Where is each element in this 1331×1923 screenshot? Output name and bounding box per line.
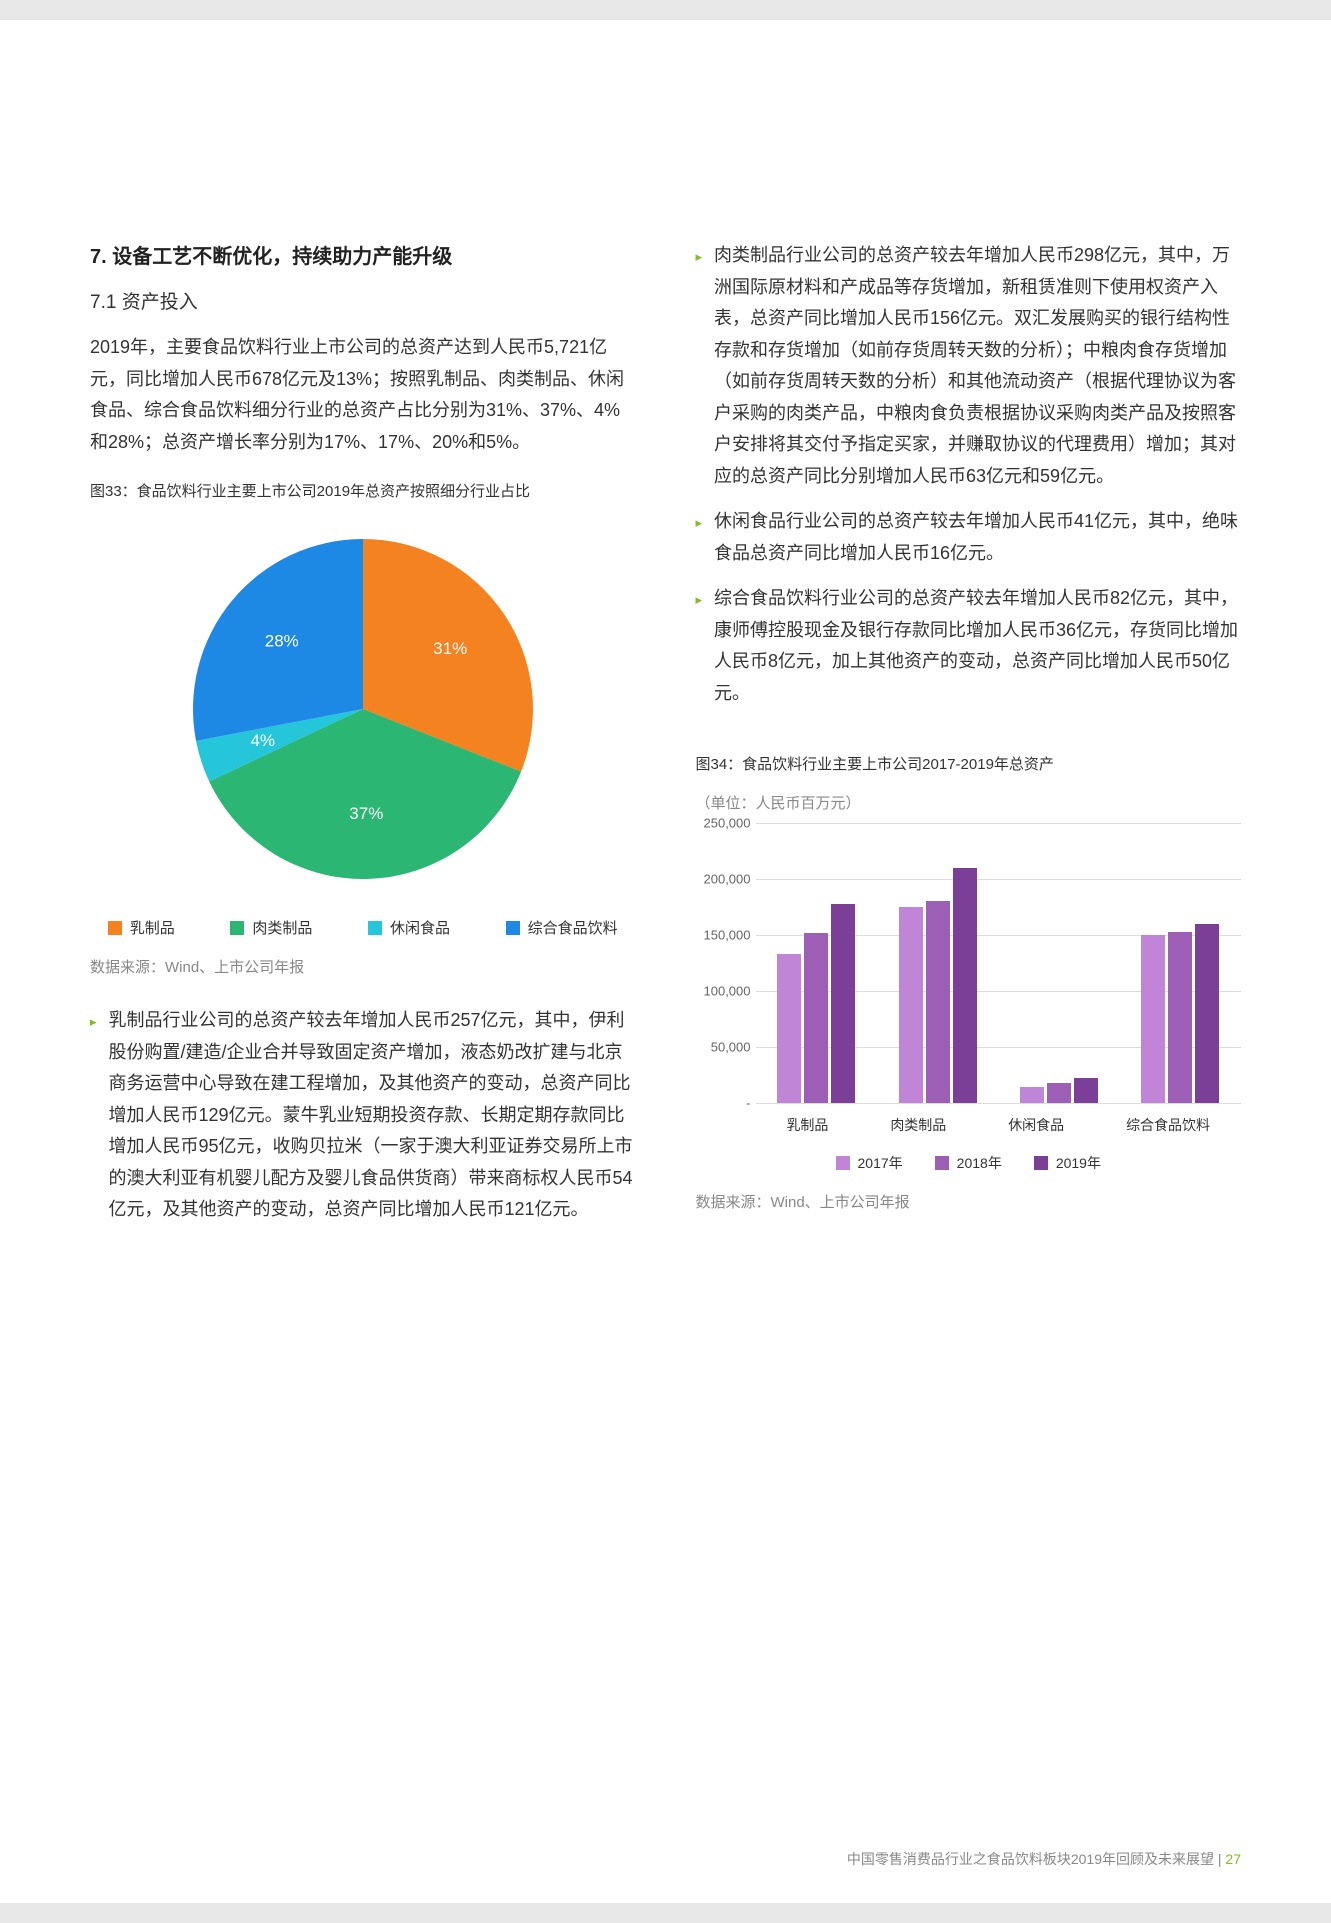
bar: [1168, 932, 1192, 1103]
bar: [899, 907, 923, 1103]
bullet-icon: ▸: [90, 1005, 97, 1226]
bullet-icon: ▸: [696, 240, 703, 492]
footer-sep: |: [1214, 1851, 1225, 1867]
bar: [1195, 924, 1219, 1103]
left-bullet-list: ▸ 乳制品行业公司的总资产较去年增加人民币257亿元，其中，伊利股份购置/建造/…: [90, 1005, 636, 1226]
legend-swatch: [368, 921, 382, 935]
legend-label: 2019年: [1056, 1153, 1101, 1173]
bar: [1047, 1083, 1071, 1103]
y-axis-label: 150,000: [696, 928, 751, 943]
bar: [831, 904, 855, 1103]
y-axis-label: -: [696, 1096, 751, 1111]
bar: [953, 868, 977, 1103]
fig34-source: 数据来源：Wind、上市公司年报: [696, 1191, 1242, 1212]
fig34-title: 图34：食品饮料行业主要上市公司2017-2019年总资产: [696, 753, 1242, 774]
page-footer: 中国零售消费品行业之食品饮料板块2019年回顾及未来展望 | 27: [847, 1849, 1241, 1869]
list-item: ▸ 乳制品行业公司的总资产较去年增加人民币257亿元，其中，伊利股份购置/建造/…: [90, 1005, 636, 1226]
x-axis-label: 休闲食品: [1008, 1115, 1064, 1143]
bar: [777, 954, 801, 1103]
list-item: ▸综合食品饮料行业公司的总资产较去年增加人民币82亿元，其中，康师傅控股现金及银…: [696, 583, 1242, 709]
legend-swatch: [1034, 1156, 1048, 1170]
legend-item: 休闲食品: [368, 917, 450, 938]
bar: [1020, 1087, 1044, 1103]
list-item: ▸休闲食品行业公司的总资产较去年增加人民币41亿元，其中，绝味食品总资产同比增加…: [696, 506, 1242, 569]
y-axis-label: 200,000: [696, 872, 751, 887]
footer-text: 中国零售消费品行业之食品饮料板块2019年回顾及未来展望: [847, 1851, 1214, 1867]
legend-label: 肉类制品: [252, 917, 312, 938]
bar: [1141, 935, 1165, 1103]
x-axis-label: 肉类制品: [890, 1115, 946, 1143]
left-column: 7. 设备工艺不断优化，持续助力产能升级 7.1 资产投入 2019年，主要食品…: [90, 240, 636, 1240]
pie-slice-label: 31%: [433, 639, 467, 658]
page-number: 27: [1225, 1851, 1241, 1867]
legend-item: 2018年: [935, 1153, 1002, 1173]
legend-label: 综合食品饮料: [528, 917, 618, 938]
legend-label: 休闲食品: [390, 917, 450, 938]
subsection-heading: 7.1 资产投入: [90, 287, 636, 314]
pie-slice-label: 37%: [349, 804, 383, 823]
bullet-text: 肉类制品行业公司的总资产较去年增加人民币298亿元，其中，万洲国际原材料和产成品…: [714, 240, 1241, 492]
pie-slice-label: 4%: [250, 731, 275, 750]
bullet-icon: ▸: [696, 506, 703, 569]
list-item: ▸肉类制品行业公司的总资产较去年增加人民币298亿元，其中，万洲国际原材料和产成…: [696, 240, 1242, 492]
two-column-layout: 7. 设备工艺不断优化，持续助力产能升级 7.1 资产投入 2019年，主要食品…: [90, 240, 1241, 1240]
legend-label: 乳制品: [130, 917, 175, 938]
pie-slice-label: 28%: [265, 631, 299, 650]
right-bullet-list: ▸肉类制品行业公司的总资产较去年增加人民币298亿元，其中，万洲国际原材料和产成…: [696, 240, 1242, 709]
y-axis-label: 250,000: [696, 816, 751, 831]
fig33-title: 图33：食品饮料行业主要上市公司2019年总资产按照细分行业占比: [90, 480, 636, 501]
intro-paragraph: 2019年，主要食品饮料行业上市公司的总资产达到人民币5,721亿元，同比增加人…: [90, 332, 636, 458]
legend-item: 2019年: [1034, 1153, 1101, 1173]
fig33-legend: 乳制品 肉类制品 休闲食品 综合食品饮料: [90, 917, 636, 938]
bars-area: [756, 823, 1242, 1103]
legend-swatch: [230, 921, 244, 935]
legend-item: 肉类制品: [230, 917, 312, 938]
bar: [926, 901, 950, 1103]
right-column: ▸肉类制品行业公司的总资产较去年增加人民币298亿元，其中，万洲国际原材料和产成…: [696, 240, 1242, 1240]
legend-item: 综合食品饮料: [506, 917, 618, 938]
legend-item: 乳制品: [108, 917, 175, 938]
fig33-pie-chart: 31% 37% 4% 28%: [90, 519, 636, 899]
bar: [1074, 1078, 1098, 1103]
y-axis-label: 100,000: [696, 984, 751, 999]
x-axis-label: 乳制品: [786, 1115, 828, 1143]
legend-swatch: [836, 1156, 850, 1170]
legend-item: 2017年: [836, 1153, 903, 1173]
section-heading: 7. 设备工艺不断优化，持续助力产能升级: [90, 240, 636, 269]
bullet-icon: ▸: [696, 583, 703, 709]
bullet-text: 综合食品饮料行业公司的总资产较去年增加人民币82亿元，其中，康师傅控股现金及银行…: [714, 583, 1241, 709]
legend-swatch: [108, 921, 122, 935]
bar-group: [777, 904, 855, 1103]
pie-svg: 31% 37% 4% 28%: [163, 519, 563, 899]
bar: [804, 933, 828, 1103]
legend-swatch: [506, 921, 520, 935]
bullet-text: 乳制品行业公司的总资产较去年增加人民币257亿元，其中，伊利股份购置/建造/企业…: [109, 1005, 636, 1226]
bar-xlabels: 乳制品 肉类制品 休闲食品 综合食品饮料: [756, 1107, 1242, 1143]
gridline: [756, 1103, 1242, 1104]
fig34-legend: 2017年 2018年 2019年: [696, 1153, 1242, 1173]
fig34-unit: （单位：人民币百万元）: [696, 792, 1242, 813]
y-axis-label: 50,000: [696, 1040, 751, 1055]
fig34-bar-chart: -50,000100,000150,000200,000250,000 乳制品肉…: [696, 823, 1242, 1143]
bar-group: [1020, 1078, 1098, 1103]
bullet-text: 休闲食品行业公司的总资产较去年增加人民币41亿元，其中，绝味食品总资产同比增加人…: [714, 506, 1241, 569]
legend-swatch: [935, 1156, 949, 1170]
bar-group: [899, 868, 977, 1103]
legend-label: 2018年: [957, 1153, 1002, 1173]
fig33-source: 数据来源：Wind、上市公司年报: [90, 956, 636, 977]
bar-group: [1141, 924, 1219, 1103]
legend-label: 2017年: [858, 1153, 903, 1173]
x-axis-label: 综合食品饮料: [1126, 1115, 1210, 1143]
document-page: 7. 设备工艺不断优化，持续助力产能升级 7.1 资产投入 2019年，主要食品…: [0, 20, 1331, 1903]
